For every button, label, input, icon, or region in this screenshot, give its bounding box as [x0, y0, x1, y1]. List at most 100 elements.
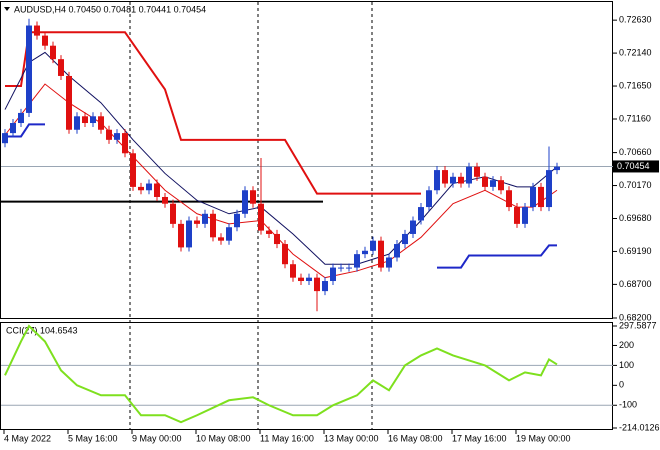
candle-body	[394, 244, 400, 258]
y-tick-label: 0.69680	[619, 213, 652, 223]
candle-body	[298, 277, 304, 282]
candle-body	[26, 25, 32, 113]
candle-body	[242, 190, 248, 214]
x-tick-label: 11 May 16:00	[260, 433, 314, 443]
y-tick-label: 0.71160	[619, 113, 651, 123]
cci-line	[4, 324, 558, 424]
current-price-label: 0.70454	[617, 161, 650, 171]
candle-body	[58, 59, 64, 76]
y-tick-label: 297.5877	[619, 320, 657, 330]
y-tick-label: 0.70170	[619, 180, 652, 190]
y-tick-label: 0.68700	[619, 279, 652, 289]
candle-body	[514, 207, 520, 224]
candle-body	[2, 133, 8, 144]
main-panel-frame	[0, 1, 613, 319]
candle-body	[338, 267, 344, 269]
candle-body	[418, 207, 424, 221]
candle-body	[290, 264, 296, 278]
candle-body	[66, 75, 72, 130]
candle-body	[202, 213, 208, 224]
candle-body	[258, 203, 264, 231]
candle-body	[474, 166, 480, 177]
indicator-line	[437, 244, 557, 269]
y-tick-label: 0	[619, 380, 624, 390]
candle-body	[162, 196, 168, 204]
candle-body	[106, 129, 112, 140]
y-tick-label: 0.68200	[619, 312, 652, 322]
cci-title: CCI(27) 104.6543	[6, 325, 78, 335]
candle-body	[426, 190, 432, 208]
candle-body	[314, 277, 320, 292]
candle-body	[378, 240, 384, 268]
candle-body	[522, 207, 528, 224]
candle-body	[34, 25, 40, 36]
cci-panel-frame	[0, 322, 613, 430]
candle-body	[218, 237, 224, 241]
candle-body	[234, 213, 240, 228]
candle-body	[306, 277, 312, 282]
candle-body	[50, 45, 56, 60]
current-price-tag	[613, 160, 659, 173]
candle-body	[402, 233, 408, 245]
x-tick-label: 13 May 00:00	[324, 433, 379, 443]
candle-body	[386, 257, 392, 268]
candle-body	[130, 153, 136, 187]
candle-body	[210, 213, 216, 238]
candle-body	[186, 220, 192, 248]
candle-body	[546, 170, 552, 208]
chart-title: AUDUSD,H4 0.70450 0.70481 0.70441 0.7045…	[14, 4, 206, 14]
y-tick-label: 200	[619, 340, 634, 350]
x-tick-label: 5 May 16:00	[68, 433, 118, 443]
candle-body	[346, 267, 352, 269]
candle-body	[154, 183, 160, 197]
candle-body	[554, 166, 560, 171]
candle-body	[74, 116, 80, 130]
candle-body	[458, 176, 464, 184]
y-tick-label: -100	[619, 400, 637, 410]
x-tick-label: 4 May 2022	[4, 433, 51, 443]
indicator-line	[5, 31, 421, 195]
candle-body	[322, 281, 328, 292]
collapse-arrow	[4, 7, 10, 11]
candle-body	[146, 183, 152, 191]
candle-body	[42, 35, 48, 46]
candle-body	[226, 227, 232, 241]
candle-body	[82, 116, 88, 124]
candle-body	[266, 230, 272, 234]
candle-body	[450, 176, 456, 184]
candle-body	[90, 116, 96, 124]
x-tick-label: 9 May 00:00	[132, 433, 182, 443]
candle-body	[498, 180, 504, 191]
candle-body	[194, 220, 200, 224]
candle-body	[466, 166, 472, 184]
y-tick-label: 0.72630	[619, 15, 652, 25]
indicator-line	[4, 51, 558, 265]
candle-body	[274, 233, 280, 245]
x-tick-label: 19 May 00:00	[516, 433, 571, 443]
y-tick-label: 100	[619, 360, 634, 370]
candle-body	[434, 170, 440, 191]
y-tick-label: 0.72140	[619, 47, 652, 57]
candle-body	[370, 240, 376, 251]
candle-body	[530, 186, 536, 208]
x-tick-label: 17 May 16:00	[452, 433, 507, 443]
candle-body	[442, 170, 448, 184]
candle-body	[482, 176, 488, 187]
candle-body	[114, 133, 120, 140]
candle-body	[410, 220, 416, 234]
candle-body	[10, 123, 16, 134]
candle-body	[490, 180, 496, 187]
candle-body	[178, 223, 184, 248]
y-tick-label: -214.0126	[619, 422, 660, 432]
candle-body	[362, 250, 368, 255]
candle-body	[122, 133, 128, 154]
candle-body	[506, 190, 512, 208]
x-tick-label: 10 May 08:00	[196, 433, 251, 443]
y-tick-label: 0.69190	[619, 246, 652, 256]
candle-body	[138, 186, 144, 191]
x-tick-label: 16 May 08:00	[388, 433, 443, 443]
candle-body	[282, 244, 288, 265]
